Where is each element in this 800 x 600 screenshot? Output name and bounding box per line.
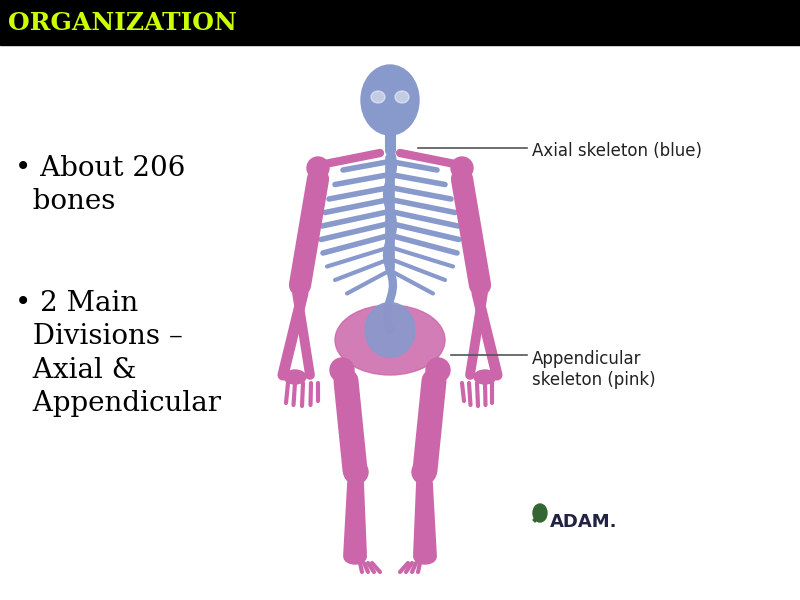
Text: Appendicular
skeleton (pink): Appendicular skeleton (pink)	[532, 350, 656, 389]
Text: Axial skeleton (blue): Axial skeleton (blue)	[532, 142, 702, 160]
Ellipse shape	[371, 91, 385, 103]
Text: • About 206
  bones: • About 206 bones	[15, 155, 186, 215]
Ellipse shape	[344, 460, 368, 484]
Ellipse shape	[330, 358, 354, 382]
Ellipse shape	[335, 305, 445, 375]
Ellipse shape	[395, 91, 409, 103]
Ellipse shape	[365, 302, 415, 358]
Ellipse shape	[412, 460, 436, 484]
Text: ADAM.: ADAM.	[550, 513, 618, 531]
Ellipse shape	[344, 550, 366, 564]
Bar	[0, 0, 800, 45]
Ellipse shape	[284, 370, 306, 384]
Ellipse shape	[426, 358, 450, 382]
Text: ORGANIZATION: ORGANIZATION	[8, 10, 237, 34]
Text: • 2 Main
  Divisions –
  Axial &
  Appendicular: • 2 Main Divisions – Axial & Appendicula…	[15, 290, 221, 417]
Ellipse shape	[533, 504, 547, 522]
Ellipse shape	[291, 276, 309, 294]
Ellipse shape	[471, 276, 489, 294]
Ellipse shape	[451, 157, 473, 179]
Ellipse shape	[414, 550, 436, 564]
Ellipse shape	[307, 157, 329, 179]
Ellipse shape	[474, 370, 496, 384]
Ellipse shape	[361, 65, 419, 135]
